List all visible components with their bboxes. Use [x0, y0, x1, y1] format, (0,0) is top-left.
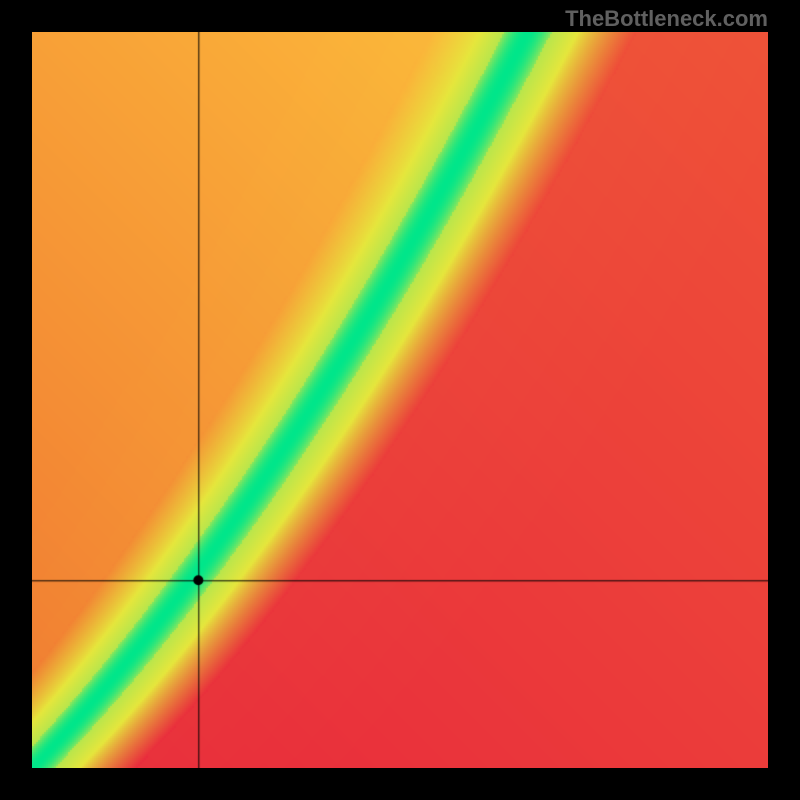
heatmap-plot	[32, 32, 768, 768]
heatmap-canvas	[32, 32, 768, 768]
watermark-text: TheBottleneck.com	[565, 6, 768, 32]
chart-container: TheBottleneck.com	[0, 0, 800, 800]
